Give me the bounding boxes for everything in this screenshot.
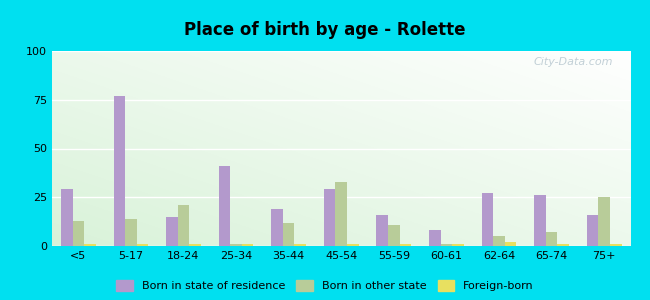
Text: City-Data.com: City-Data.com: [534, 57, 613, 67]
Bar: [294, 244, 306, 246]
Bar: [114, 96, 125, 246]
Bar: [283, 223, 294, 246]
Bar: [534, 195, 546, 246]
Bar: [218, 166, 230, 246]
Bar: [189, 244, 201, 246]
Bar: [441, 244, 452, 246]
Bar: [546, 232, 558, 246]
Bar: [347, 244, 359, 246]
Bar: [61, 190, 73, 246]
Bar: [587, 215, 599, 246]
Bar: [242, 244, 254, 246]
Bar: [493, 236, 505, 246]
Bar: [376, 215, 388, 246]
Bar: [324, 190, 335, 246]
Bar: [505, 242, 516, 246]
Bar: [177, 205, 189, 246]
Bar: [230, 244, 242, 246]
Bar: [482, 193, 493, 246]
Bar: [610, 244, 621, 246]
Legend: Born in state of residence, Born in other state, Foreign-born: Born in state of residence, Born in othe…: [116, 280, 534, 291]
Bar: [136, 244, 148, 246]
Bar: [558, 244, 569, 246]
Bar: [452, 244, 464, 246]
Bar: [599, 197, 610, 246]
Bar: [125, 219, 136, 246]
Bar: [388, 224, 400, 246]
Bar: [271, 209, 283, 246]
Text: Place of birth by age - Rolette: Place of birth by age - Rolette: [184, 21, 466, 39]
Bar: [73, 220, 84, 246]
Bar: [166, 217, 177, 246]
Bar: [335, 182, 347, 246]
Bar: [400, 244, 411, 246]
Bar: [84, 244, 96, 246]
Bar: [429, 230, 441, 246]
